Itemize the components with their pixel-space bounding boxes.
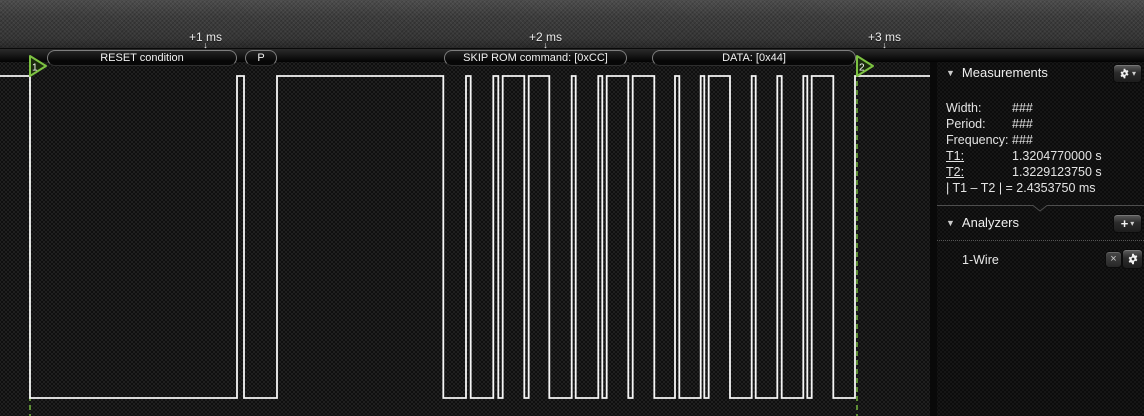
measurement-marker-link[interactable]: T1: [946, 149, 965, 163]
measurement-value: 1.3229123750 s [1012, 165, 1102, 179]
section-splitter-handle[interactable] [937, 201, 1144, 213]
measurement-value: 1.3204770000 s [1012, 149, 1102, 163]
tick-arrow-icon: ↓ [543, 40, 548, 50]
remove-analyzer-button[interactable]: × [1105, 251, 1122, 268]
dropdown-caret-icon: ▾ [1130, 218, 1135, 228]
add-analyzer-button[interactable]: + ▾ [1113, 214, 1142, 233]
measurement-row: Frequency: ### [946, 132, 1138, 148]
ruler-tick-label: +2 ms [528, 30, 563, 44]
analyzers-section-header[interactable]: ▼ Analyzers [946, 215, 1019, 230]
measurement-row: T2: 1.3229123750 s [946, 164, 1138, 180]
measurement-value: ### [1012, 133, 1033, 147]
gear-icon [1128, 253, 1137, 265]
measurements-section-header[interactable]: ▼ Measurements [946, 65, 1048, 80]
collapse-caret-icon: ▼ [946, 217, 955, 228]
plus-icon: + [1120, 215, 1129, 231]
measurement-label: Frequency: [946, 133, 1009, 147]
measurement-marker-link[interactable]: T2: [946, 165, 965, 179]
analyzer-item-1wire: 1-Wire [962, 253, 999, 267]
analyzers-title: Analyzers [961, 215, 1019, 230]
dropdown-caret-icon: ▾ [1131, 68, 1136, 78]
timing-marker-flag[interactable] [29, 55, 47, 77]
close-icon: × [1110, 253, 1117, 265]
timing-marker-flag[interactable] [856, 55, 874, 77]
measurement-label: Width: [946, 101, 982, 115]
time-ruler[interactable]: +1 ms ↓ +2 ms ↓ +3 ms ↓ [0, 0, 1144, 50]
panel-divider[interactable] [930, 62, 937, 416]
side-panel: ▼ Measurements ▾ Width: ### Period: ### Freq… [937, 62, 1144, 416]
tick-arrow-icon: ↓ [882, 40, 887, 50]
measurements-title: Measurements [961, 65, 1048, 80]
protocol-annotation-bubble: RESET condition [47, 50, 237, 66]
measurement-value: ### [1012, 101, 1033, 115]
measurement-row: Period: ### [946, 116, 1138, 132]
timing-marker-number: 1 [32, 63, 38, 74]
protocol-annotation-bubble: DATA: [0x44] [652, 50, 856, 66]
measurements-settings-button[interactable]: ▾ [1113, 64, 1142, 83]
measurement-label: Period: [946, 117, 986, 131]
analyzer-settings-button[interactable] [1122, 249, 1143, 269]
tick-arrow-icon: ↓ [203, 40, 208, 50]
gear-icon [1120, 68, 1129, 79]
measurement-row: Width: ### [946, 100, 1138, 116]
measurements-rows: Width: ### Period: ### Frequency: ### T1: 1.320… [946, 100, 1138, 180]
ruler-tick-label: +1 ms [188, 30, 223, 44]
analyzers-separator [937, 240, 1144, 241]
measurement-value: ### [1012, 117, 1033, 131]
ruler-tick-label: +3 ms [867, 30, 902, 44]
collapse-caret-icon: ▼ [946, 67, 955, 78]
digital-signal-trace [0, 75, 930, 399]
protocol-annotation-bubble: SKIP ROM command: [0xCC] [444, 50, 627, 66]
marker-delta-formula: | T1 – T2 | = 2.4353750 ms [946, 181, 1096, 195]
protocol-annotation-bubble: P [245, 50, 277, 66]
measurement-row: T1: 1.3204770000 s [946, 148, 1138, 164]
timing-marker-number: 2 [859, 63, 865, 74]
